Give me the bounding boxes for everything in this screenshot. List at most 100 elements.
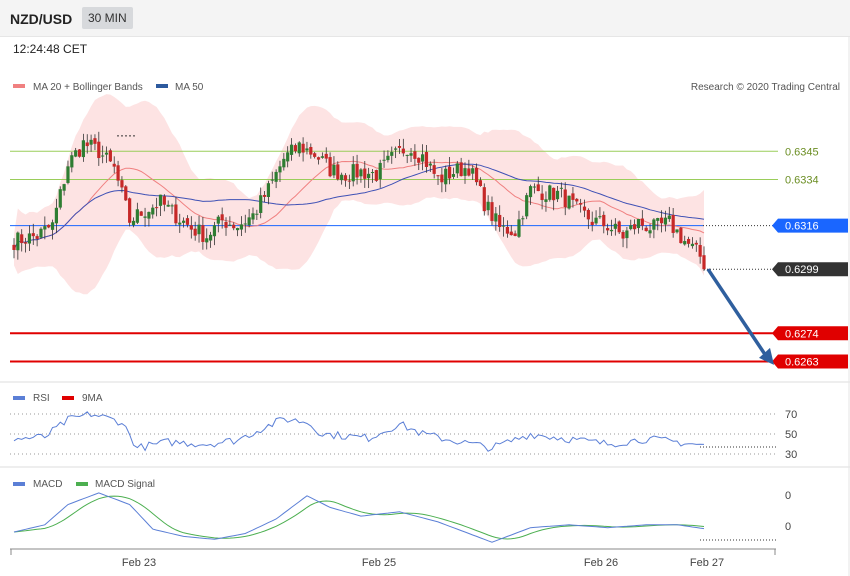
candle-body — [20, 234, 24, 244]
candle-body — [471, 168, 475, 174]
candle-body — [501, 225, 506, 227]
candle-body — [43, 226, 47, 230]
candle-body — [193, 228, 197, 236]
candle-body — [255, 213, 259, 215]
support-label-box — [772, 354, 848, 369]
candle-body — [633, 224, 637, 230]
candle-body — [544, 199, 548, 202]
candle-body — [594, 217, 598, 224]
macd-signal-line — [13, 495, 705, 540]
candle-body — [640, 218, 644, 226]
macd-tick-label: 0 — [785, 490, 791, 502]
candle-body — [66, 166, 70, 183]
candle-body — [316, 157, 321, 160]
x-tick-label: Feb 23 — [122, 557, 156, 569]
symbol-title: NZD/USD — [10, 11, 73, 27]
macd-line — [13, 492, 705, 543]
candle-body — [509, 231, 513, 236]
resistance-label: 0.6334 — [785, 174, 819, 186]
candle-body — [62, 184, 66, 191]
candle-body — [208, 234, 213, 241]
legend-rsi-ma-swatch — [62, 396, 74, 400]
legend-macd-swatch — [13, 482, 25, 486]
candle-body — [340, 174, 344, 181]
current-time: 12:24:48 CET — [13, 42, 88, 56]
rsi-tick-label: 30 — [785, 449, 797, 461]
candle-body — [421, 154, 425, 162]
candle-body — [93, 138, 97, 144]
candle-body — [609, 229, 614, 232]
candle-body — [459, 162, 463, 177]
candle-body — [579, 203, 583, 205]
candle-body — [548, 185, 552, 200]
candle-body — [679, 227, 683, 244]
candle-body — [174, 204, 178, 224]
candle-body — [185, 218, 190, 225]
candle-body — [455, 163, 459, 174]
candle-body — [652, 219, 656, 230]
candle-body — [178, 222, 182, 225]
timeframe-button[interactable]: 30 MIN — [82, 7, 133, 29]
candle-body — [251, 213, 255, 220]
candle-body — [27, 233, 32, 244]
candles — [12, 131, 706, 272]
candle-body — [552, 187, 556, 201]
candle-body — [39, 228, 43, 238]
last-price-label: 0.6299 — [785, 264, 819, 276]
last-price-box — [772, 262, 848, 277]
bollinger-band-area — [14, 94, 704, 295]
candle-body — [228, 224, 232, 226]
candle-body — [582, 206, 587, 211]
candle-body — [428, 163, 432, 166]
candle-body — [424, 151, 429, 167]
candle-body — [521, 218, 525, 220]
candle-body — [644, 227, 648, 232]
legend-ma50-label: MA 50 — [175, 82, 204, 93]
candle-body — [77, 149, 82, 157]
candle-body — [513, 233, 517, 236]
candle-body — [135, 209, 139, 223]
candle-body — [436, 175, 440, 177]
candle-body — [278, 166, 282, 173]
candle-body — [170, 205, 174, 207]
candle-body — [97, 141, 101, 159]
candle-body — [386, 155, 390, 161]
candle-body — [656, 218, 660, 221]
candle-body — [417, 157, 421, 163]
bollinger-band — [14, 94, 704, 295]
candle-body — [397, 146, 402, 148]
candle-body — [309, 147, 313, 155]
candle-body — [301, 143, 305, 153]
legend-rsi-ma-label: 9MA — [82, 393, 103, 404]
candle-body — [563, 189, 567, 208]
candle-body — [474, 167, 479, 183]
macd-tick-label: 0 — [785, 521, 791, 533]
candle-body — [517, 219, 521, 237]
resistance-label: 0.6345 — [785, 146, 819, 158]
candle-body — [351, 164, 355, 182]
candle-body — [201, 225, 205, 242]
candle-body — [336, 164, 340, 180]
ma20-line — [33, 160, 705, 241]
pivot-label-box — [772, 218, 848, 233]
candle-body — [74, 150, 78, 157]
candle-body — [58, 189, 62, 208]
candle-body — [367, 173, 371, 179]
forecast-arrow-shaft — [706, 268, 770, 360]
candle-body — [667, 215, 671, 220]
candle-body — [205, 238, 209, 243]
candle-body — [101, 155, 105, 157]
candle-body — [143, 216, 147, 218]
candle-body — [359, 169, 363, 177]
candle-body — [525, 195, 529, 217]
legend-ma20-swatch — [13, 84, 25, 88]
candle-body — [224, 222, 228, 228]
candle-body — [270, 179, 274, 181]
candle-body — [166, 204, 170, 207]
candle-body — [332, 164, 336, 176]
candle-body — [482, 187, 486, 212]
candle-body — [405, 154, 409, 156]
candle-body — [374, 170, 378, 181]
candle-body — [451, 174, 456, 177]
candle-body — [16, 232, 20, 251]
